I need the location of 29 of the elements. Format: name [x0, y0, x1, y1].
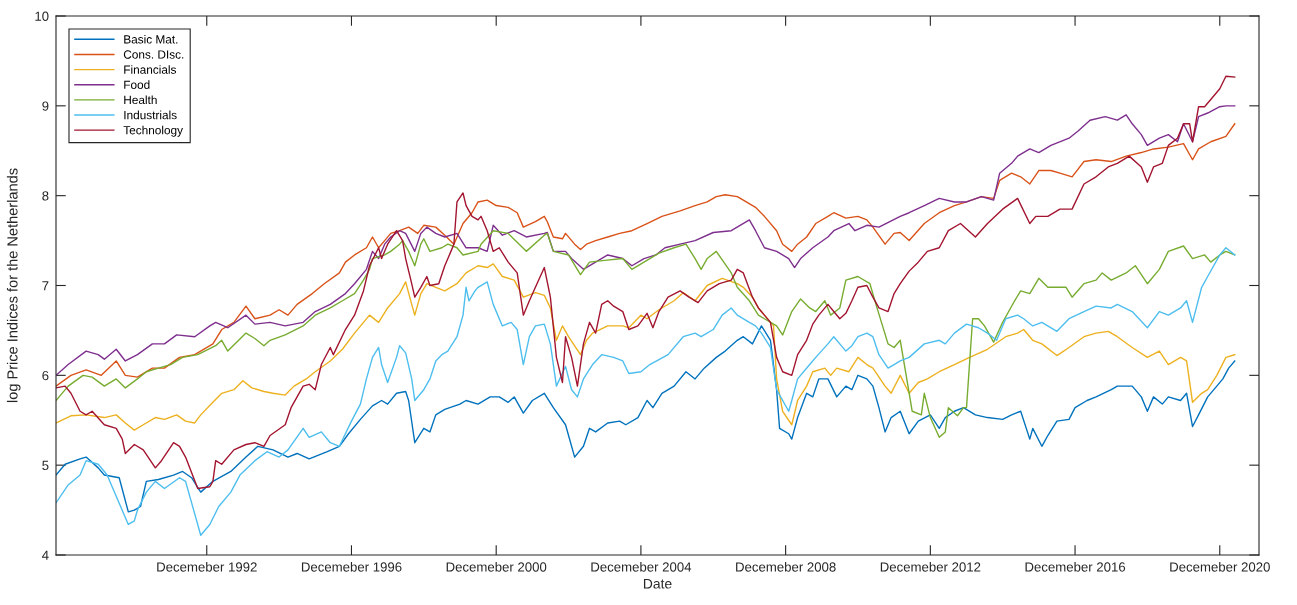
line-series — [56, 230, 1236, 439]
x-tick-label: Decemeber 2020 — [1170, 561, 1270, 572]
x-tick-label: Decemeber 2012 — [880, 561, 981, 572]
x-tick-label: Decemeber 2016 — [1025, 561, 1126, 572]
x-tick-label: Decemeber 2000 — [446, 561, 547, 572]
line-series — [56, 247, 1236, 536]
y-tick-label: 9 — [42, 101, 49, 111]
legend-label: Food — [124, 80, 150, 89]
line-series — [56, 75, 1236, 490]
legend-label: Financials — [124, 65, 177, 74]
line-series — [56, 263, 1236, 431]
legend-label: Technology — [123, 125, 183, 137]
x-axis-title: Date — [643, 578, 672, 589]
y-tick-label: 7 — [42, 281, 49, 291]
y-tick-label: 10 — [35, 11, 49, 21]
y-axis-title: log Price Indices for the Netherlands — [6, 168, 21, 403]
x-tick-label: Decemeber 2008 — [736, 561, 836, 572]
y-tick-label: 8 — [42, 191, 49, 201]
legend-label: Basic Mat. — [124, 34, 178, 44]
legend-label: Cons. DIsc. — [123, 50, 184, 59]
legend-label: Health — [124, 95, 157, 105]
legend-label: Industrials — [124, 110, 177, 120]
x-tick-label: Decemeber 1996 — [301, 561, 402, 572]
y-tick-label: 6 — [42, 370, 49, 381]
y-tick-label: 4 — [42, 550, 49, 560]
y-tick-label: 5 — [42, 460, 49, 471]
x-tick-label: Decemeber 2004 — [591, 561, 692, 572]
x-tick-label: Decemeber 1992 — [157, 561, 257, 572]
line-series — [56, 325, 1236, 513]
